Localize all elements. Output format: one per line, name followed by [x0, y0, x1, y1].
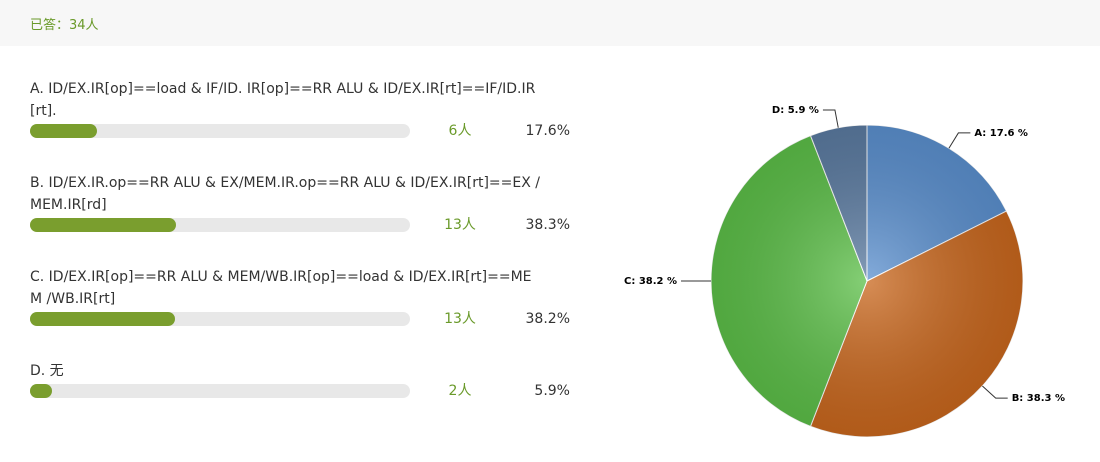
progress-fill [30, 384, 53, 398]
option: B. ID/EX.IR.op==RR ALU & EX/MEM.IR.op==R… [30, 172, 570, 234]
option-label: A. ID/EX.IR[op]==load & IF/ID. IR[op]==R… [30, 81, 536, 119]
option-label: B. ID/EX.IR.op==RR ALU & EX/MEM.IR.op==R… [30, 175, 540, 213]
option-stats: 2人 5.9% [30, 382, 570, 400]
option-label: C. ID/EX.IR[op]==RR ALU & MEM/WB.IR[op]=… [30, 269, 532, 307]
option: A. ID/EX.IR[op]==load & IF/ID. IR[op]==R… [30, 78, 570, 140]
option-list: A. ID/EX.IR[op]==load & IF/ID. IR[op]==R… [30, 78, 570, 432]
option-count: 13人 [444, 311, 476, 327]
header: 已答：34人 [0, 0, 1100, 46]
slice-label: D: 5.9 % [772, 105, 819, 116]
option-label: D. 无 [30, 363, 64, 379]
option-percent: 38.2% [525, 311, 570, 327]
slice-label: A: 17.6 % [974, 128, 1028, 139]
option-count: 6人 [448, 123, 472, 139]
progress-track [30, 124, 410, 138]
progress-fill [30, 218, 176, 232]
progress-track [30, 312, 410, 326]
leader-line [822, 109, 839, 128]
progress-track [30, 218, 410, 232]
option-stats: 13人 38.3% [30, 216, 570, 234]
option-percent: 17.6% [525, 123, 570, 139]
progress-track [30, 384, 410, 398]
option-percent: 38.3% [525, 217, 570, 233]
option-percent: 5.9% [534, 383, 570, 399]
progress-fill [30, 312, 176, 326]
slice-label: C: 38.2 % [624, 276, 677, 287]
option-stats: 6人 17.6% [30, 122, 570, 140]
progress-fill [30, 124, 97, 138]
leader-line [948, 132, 971, 149]
option-stats: 13人 38.2% [30, 310, 570, 328]
option: C. ID/EX.IR[op]==RR ALU & MEM/WB.IR[op]=… [30, 266, 570, 328]
leader-line [982, 385, 1008, 399]
answered-count: 已答：34人 [30, 18, 99, 33]
option-count: 13人 [444, 217, 476, 233]
slice-label: B: 38.3 % [1012, 393, 1065, 404]
option-count: 2人 [448, 383, 472, 399]
option: D. 无 2人 5.9% [30, 360, 570, 400]
